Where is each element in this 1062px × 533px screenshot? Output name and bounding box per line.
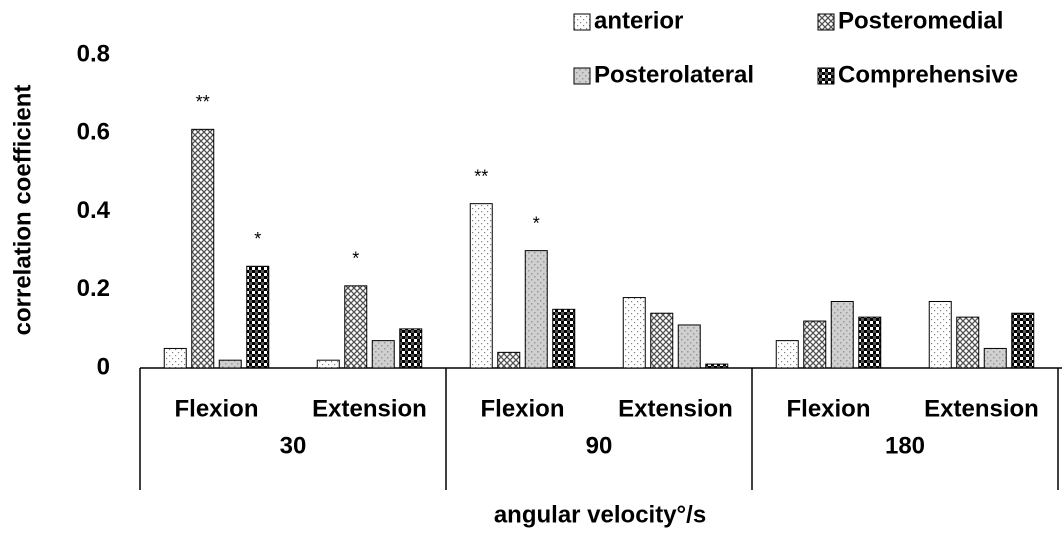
bar xyxy=(191,128,215,369)
bar xyxy=(983,347,1007,369)
x-tick-label: Flexion xyxy=(174,395,258,422)
bar xyxy=(775,340,799,369)
bar xyxy=(497,351,521,369)
bar xyxy=(858,316,882,369)
bar xyxy=(316,359,340,369)
bar xyxy=(830,300,854,369)
bar xyxy=(677,324,701,369)
bar xyxy=(552,308,576,369)
bar xyxy=(622,297,646,369)
bar xyxy=(163,347,187,369)
x-tick-label: Flexion xyxy=(480,395,564,422)
legend-swatch xyxy=(817,67,835,85)
legend-label: Posterolateral xyxy=(594,61,754,88)
bar xyxy=(524,250,548,369)
annotation: * xyxy=(352,249,359,269)
y-tick-label: 0.2 xyxy=(77,275,110,302)
bar xyxy=(344,285,368,369)
annotation: * xyxy=(533,213,540,233)
bar xyxy=(956,316,980,369)
bar xyxy=(1011,312,1035,369)
bar xyxy=(469,203,493,369)
bar xyxy=(650,312,674,369)
group-label: 180 xyxy=(885,432,925,459)
y-tick-label: 0.8 xyxy=(77,40,110,67)
x-tick-label: Extension xyxy=(924,395,1039,422)
legend-swatch xyxy=(573,13,591,31)
bar xyxy=(218,359,242,369)
bar xyxy=(371,340,395,369)
x-tick-label: Flexion xyxy=(786,395,870,422)
x-axis-title: angular velocity°/s xyxy=(494,501,706,528)
annotation: * xyxy=(254,229,261,249)
bar xyxy=(399,328,423,369)
legend-swatch xyxy=(573,67,591,85)
x-tick-label: Extension xyxy=(312,395,427,422)
y-tick-label: 0.6 xyxy=(77,119,110,146)
legend-label: anterior xyxy=(594,7,683,34)
legend-label: Posteromedial xyxy=(838,7,1003,34)
group-label: 90 xyxy=(586,432,613,459)
y-tick-label: 0.4 xyxy=(77,197,111,224)
x-tick-label: Extension xyxy=(618,395,733,422)
annotation: ** xyxy=(474,166,488,186)
annotation: ** xyxy=(196,92,210,112)
legend-swatch xyxy=(817,13,835,31)
bar xyxy=(246,265,270,369)
bar xyxy=(705,363,729,369)
bar xyxy=(803,320,827,369)
y-tick-label: 0 xyxy=(97,353,110,380)
legend-label: Comprehensive xyxy=(838,61,1018,88)
group-label: 30 xyxy=(280,432,307,459)
bar xyxy=(928,300,952,369)
y-axis-title: correlation coefficient xyxy=(9,85,36,336)
